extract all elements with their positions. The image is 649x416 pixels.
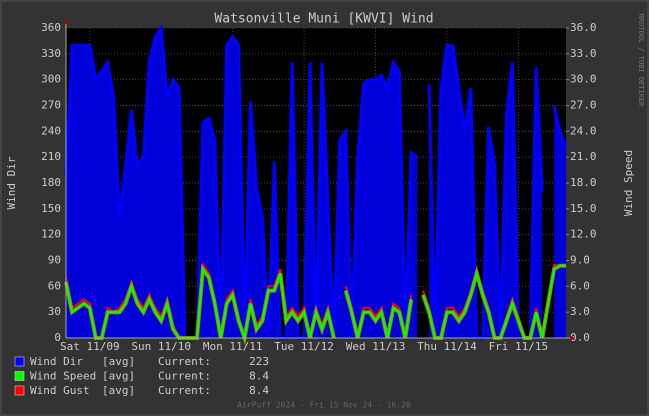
axes: 0 30 60 90 120 150 180 210 240 270 300 330 360 0.0 3.0… [41, 20, 597, 353]
y-tick-label: 360 [41, 21, 61, 34]
y-tick-label: 0 [54, 331, 61, 344]
chart-title: Watsonville Muni [KWVI] Wind [214, 12, 433, 27]
legend-stat: [avg] [102, 384, 135, 397]
x-tick-label: Thu 11/14 [417, 340, 477, 353]
legend-label: Wind Dir [30, 355, 83, 368]
y2-tick-label: 27.0 [570, 99, 597, 112]
legend-swatch [14, 371, 25, 381]
x-tick-label: Wed 11/13 [346, 340, 406, 353]
x-tick-label: Tue 11/12 [274, 340, 334, 353]
legend-current-label: Current: [158, 355, 211, 368]
y-tick-label: 240 [41, 124, 61, 137]
x-tick-label: Sun 11/10 [131, 340, 191, 353]
y2-tick-label: 9.0 [570, 254, 590, 267]
y2-tick-label: 12.0 [570, 228, 597, 241]
legend-swatch [14, 385, 25, 396]
legend-label: Wind Speed [30, 370, 96, 383]
legend-current-label: Current: [158, 384, 211, 397]
line [552, 105, 568, 147]
legend-swatch [14, 356, 25, 367]
line [64, 23, 419, 340]
y-tick-label: 270 [41, 99, 61, 112]
y-tick-label: 60 [48, 279, 61, 292]
legend-stat: [avg] [102, 355, 135, 368]
area [429, 45, 543, 338]
y-tick-label: 30 [48, 305, 61, 318]
y-axis-title: Wind Dir [5, 156, 18, 209]
y-tick-label: 120 [41, 228, 61, 241]
legend-current-label: Current: [158, 370, 211, 383]
y-tick-label: 330 [41, 47, 61, 60]
side-text: RRDTOOL / TOBI OETIKER [637, 14, 645, 108]
line [65, 266, 335, 342]
y2-tick-label: 30.0 [570, 73, 597, 86]
legend-current-value: 8.4 [249, 384, 269, 397]
y-tick-label: 150 [41, 202, 61, 215]
axis-arrow [63, 20, 69, 24]
y-tick-label: 90 [48, 254, 61, 267]
y-tick-label: 210 [41, 150, 61, 163]
y2-tick-label: 0.0 [570, 331, 590, 344]
y2-tick-label: 3.0 [570, 305, 590, 318]
area [554, 105, 566, 338]
legend-stat: [avg] [102, 370, 135, 383]
y2-tick-label: 6.0 [570, 279, 590, 292]
legend-current-value: 223 [249, 355, 269, 368]
x-tick-label: Sat 11/09 [60, 340, 120, 353]
line [344, 290, 413, 339]
y2-tick-label: 21.0 [570, 150, 597, 163]
x-tick-label: Fri 11/15 [489, 340, 549, 353]
legend-label: Wind Gust [30, 384, 90, 397]
legend: Wind Dir [avg] Current: 223 Wind Speed [avg] C… [14, 355, 269, 397]
x-tick-label: Mon 11/11 [203, 340, 263, 353]
y2-tick-label: 18.0 [570, 176, 597, 189]
y2-tick-label: 33.0 [570, 47, 597, 60]
y2-tick-label: 24.0 [570, 124, 597, 137]
legend-current-value: 8.4 [249, 370, 269, 383]
y2-tick-label: 36.0 [570, 21, 597, 34]
axis-arrow [570, 335, 574, 341]
y2-tick-label: 15.0 [570, 202, 597, 215]
y-tick-label: 300 [41, 73, 61, 86]
footer: AirPuff 2024 - Fri 15 Nov 24 - 16:20 [237, 401, 411, 410]
y2-axis-title: Wind Speed [622, 150, 635, 216]
y-tick-label: 180 [41, 176, 61, 189]
